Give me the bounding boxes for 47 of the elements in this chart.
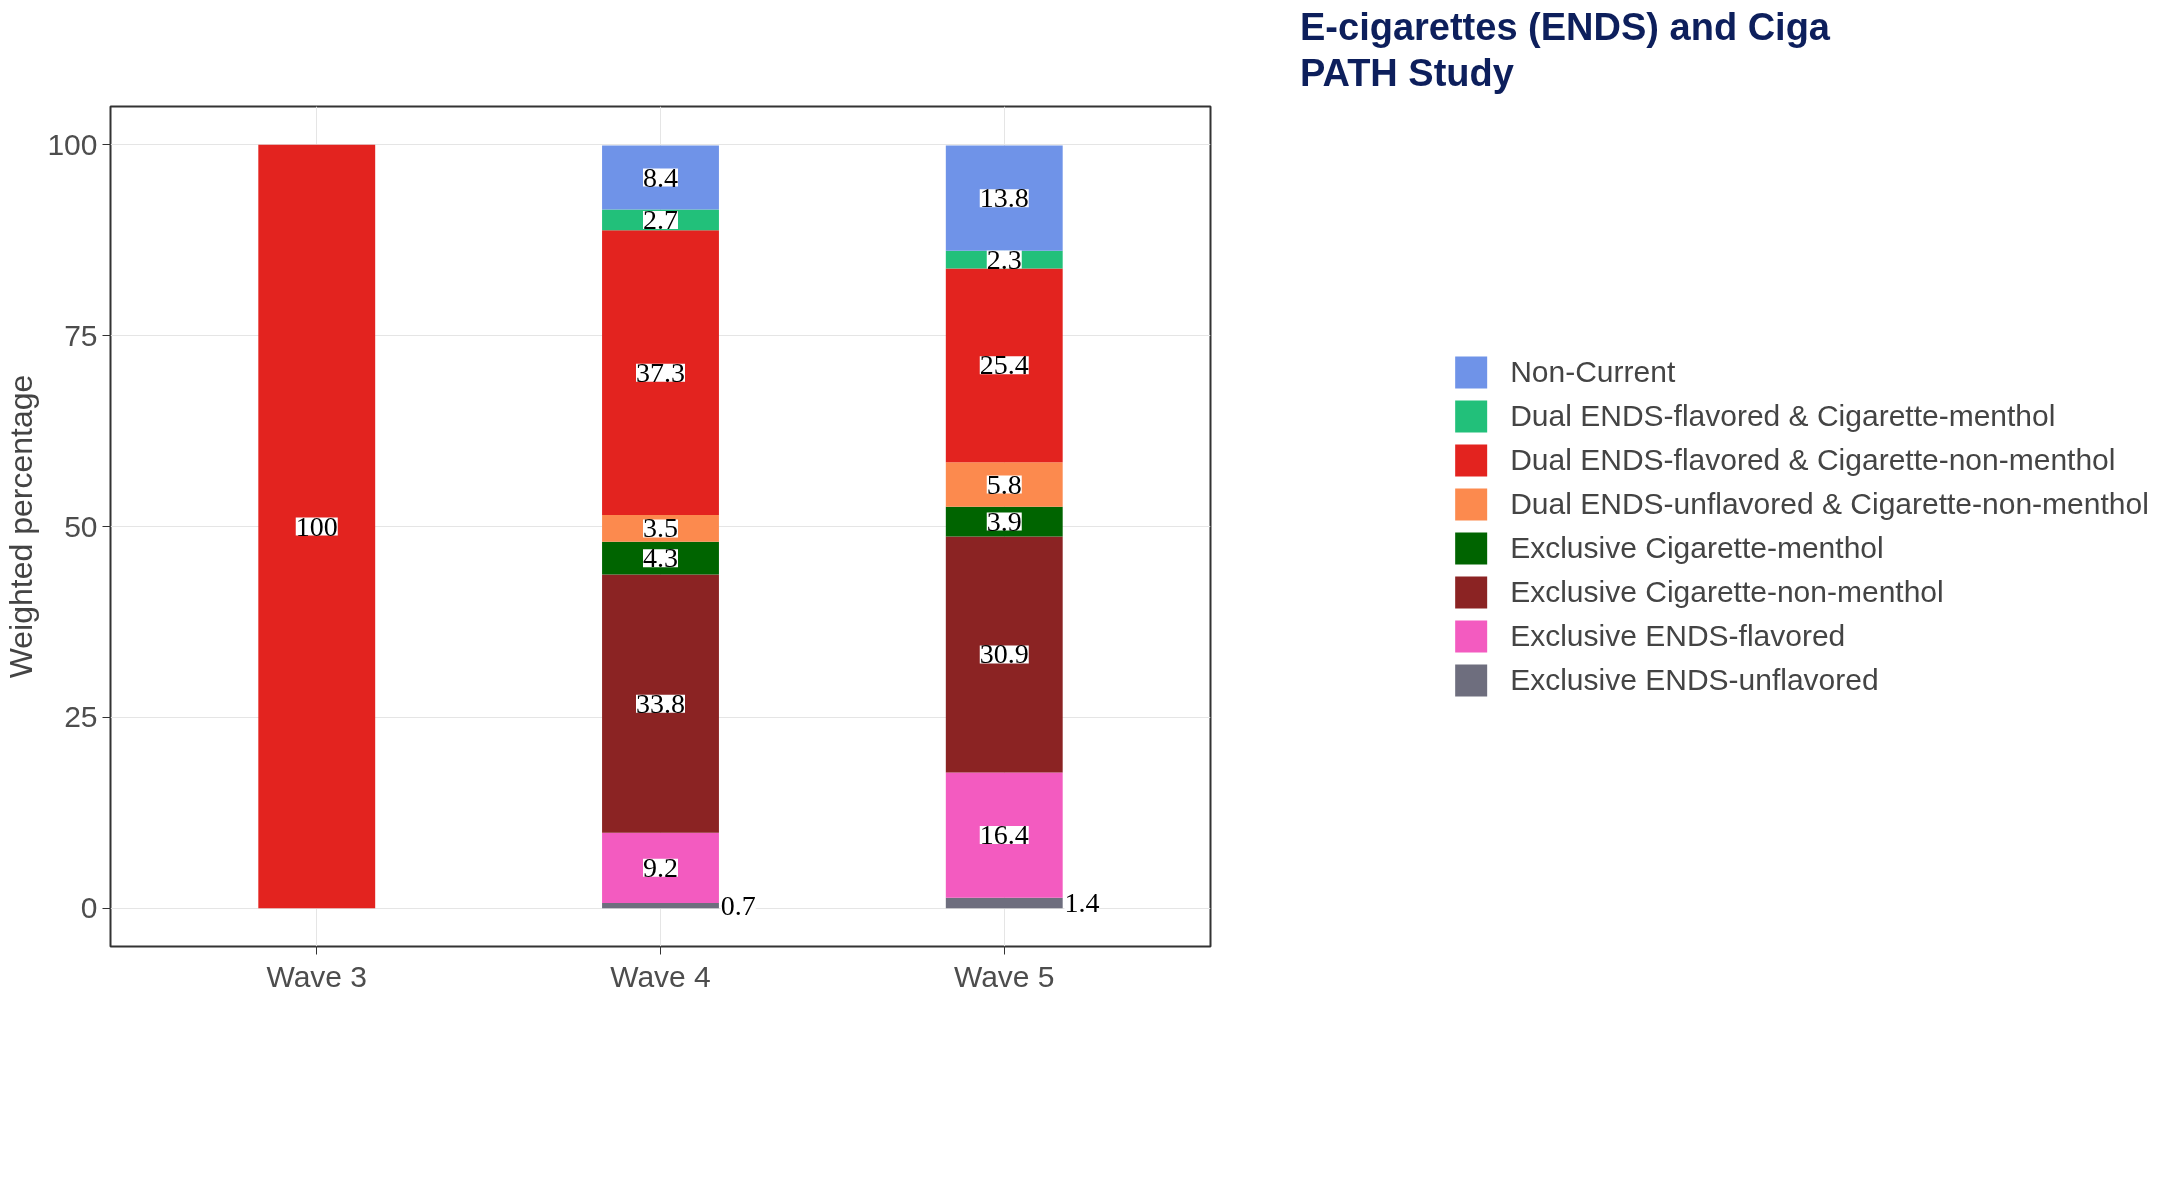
- data-label: 2.3: [986, 243, 1022, 275]
- y-tick-label: 100: [47, 127, 98, 161]
- bar: [945, 145, 1063, 252]
- x-tick-label: Wave 3: [266, 959, 368, 993]
- data-label: 13.8: [979, 182, 1029, 214]
- legend-label: Exclusive Cigarette-non-menthol: [1510, 575, 1944, 610]
- x-tick-label: Wave 4: [610, 959, 711, 993]
- bar: [945, 268, 1063, 463]
- data-label: 9.2: [643, 852, 678, 884]
- bar: [602, 832, 719, 904]
- data-label: 0.7: [720, 889, 756, 921]
- y-tick-label: 25: [64, 700, 98, 734]
- legend-label: Non-Current: [1510, 355, 1676, 390]
- data-label: 25.4: [979, 349, 1029, 381]
- bar: [602, 574, 719, 833]
- data-label: 3.5: [643, 512, 678, 544]
- data-label: 8.4: [643, 161, 678, 193]
- data-label: 4.3: [643, 542, 678, 574]
- data-label: 37.3: [636, 356, 685, 388]
- data-label: 30.9: [979, 638, 1029, 670]
- text: E-cigarettes (ENDS) and Ciga PATH Study: [1300, 5, 1830, 96]
- data-label: 100: [295, 510, 338, 542]
- legend-label: Exclusive ENDS-flavored: [1510, 619, 1846, 654]
- data-label: 1.4: [1064, 887, 1100, 919]
- bar: [602, 230, 719, 516]
- y-tick-label: 50: [64, 509, 98, 543]
- data-label: 3.9: [986, 505, 1022, 537]
- legend-label: Exclusive ENDS-unflavored: [1510, 663, 1879, 698]
- data-label: 33.8: [636, 687, 685, 719]
- legend-label: Dual ENDS-flavored & Cigarette-menthol: [1510, 399, 2056, 434]
- bar: [945, 772, 1063, 898]
- bar: [945, 536, 1063, 773]
- bar: [945, 462, 1063, 507]
- bar: [602, 145, 719, 210]
- data-label: 16.4: [979, 819, 1029, 851]
- legend-label: Dual ENDS-unflavored & Cigarette-non-menthol: [1510, 487, 2149, 522]
- y-tick-label: 75: [64, 318, 98, 352]
- data-label: 5.8: [986, 468, 1022, 500]
- legend-label: Exclusive Cigarette-menthol: [1510, 531, 1884, 566]
- x-tick-label: Wave 5: [953, 959, 1055, 993]
- y-axis-title: Weighted percentage: [3, 374, 40, 679]
- bar: [945, 897, 1063, 909]
- data-label: 2.7: [643, 204, 678, 236]
- legend-label: Dual ENDS-flavored & Cigarette-non-menthol: [1510, 443, 2116, 478]
- bar: [602, 903, 719, 909]
- bar: [258, 144, 376, 909]
- y-tick-label: 0: [80, 891, 98, 925]
